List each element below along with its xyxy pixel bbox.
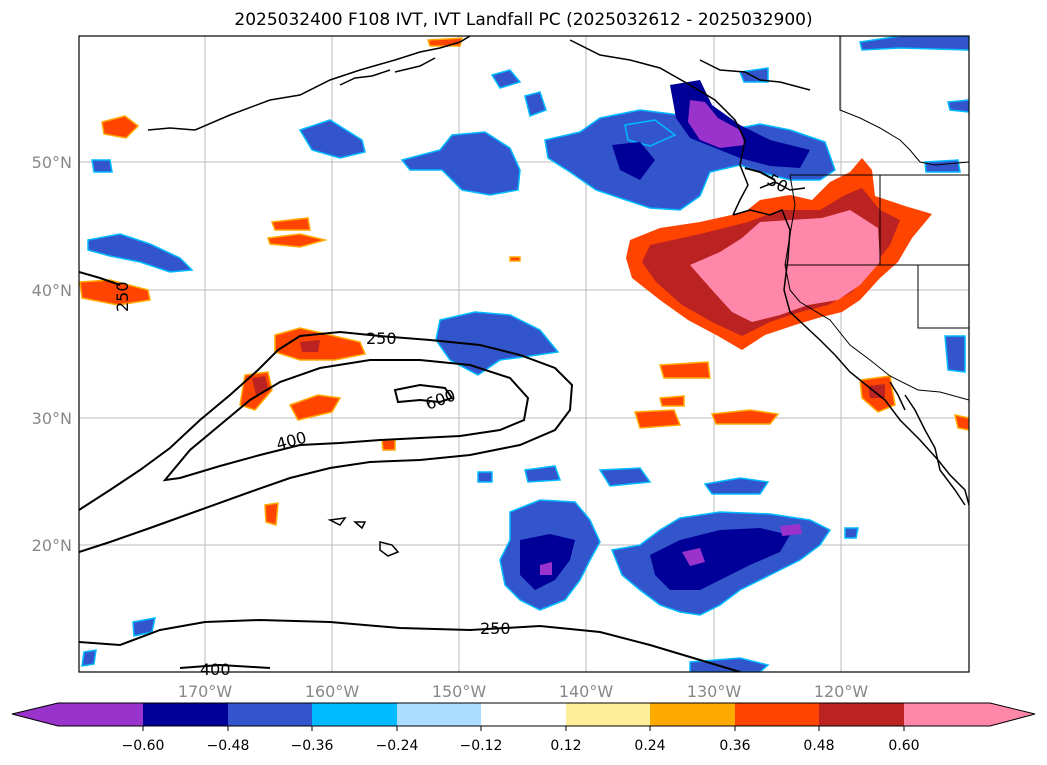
colorbar-segment [566,703,650,726]
colorbar-tick-label: 0.24 [634,738,665,754]
contour-label: 250 [480,619,511,638]
ivt-contours [79,167,776,672]
lon-label: 170°W [178,682,233,701]
colorbar-segment [397,703,481,726]
colorbar: −0.60 −0.48 −0.36 −0.24 −0.12 0.12 0.24 … [11,702,1036,754]
colorbar-outline [11,702,1036,727]
map-frame [78,35,970,673]
lat-label: 20°N [32,536,72,555]
coastlines [147,36,969,557]
lon-label: 140°W [559,682,614,701]
political-borders [784,36,969,401]
colorbar-tick-label: 0.48 [803,738,834,754]
longitude-labels: 170°W 160°W 150°W 140°W 130°W 120°W [178,682,869,701]
latitude-labels: 50°N 40°N 30°N 20°N [32,153,72,555]
negative-core-purple [540,100,802,575]
colorbar-tick-label: −0.48 [207,738,250,754]
lon-label: 130°W [687,682,742,701]
colorbar-segment [819,703,904,726]
contour-label: 400 [200,660,231,679]
colorbar-segment [312,703,397,726]
colorbar-segment [12,703,143,726]
colorbar-segment [735,703,819,726]
contour-label: 250 [366,329,397,348]
colorbar-tick-label: 0.12 [550,738,581,754]
colorbar-tick-label: −0.60 [122,738,165,754]
colorbar-tick-label: 0.60 [888,738,919,754]
lon-label: 160°W [305,682,360,701]
colorbar-segment [481,703,566,726]
colorbar-segment [143,703,228,726]
contour-label: 250 [113,281,132,312]
lat-label: 50°N [32,153,72,172]
lat-label: 40°N [32,281,72,300]
colorbar-tick-label: −0.36 [291,738,334,754]
positive-core-dark [252,340,885,398]
map-title: 2025032400 F108 IVT, IVT Landfall PC (20… [234,10,813,30]
lon-label: 150°W [432,682,487,701]
positive-regions-misc [79,37,969,526]
colorbar-tick-label: −0.12 [460,738,503,754]
colorbar-segment [904,703,1035,726]
colorbar-tick-label: 0.36 [719,738,750,754]
colorbar-segment [650,703,735,726]
lon-label: 120°W [814,682,869,701]
lat-label: 30°N [32,409,72,428]
colorbar-segment [228,703,312,726]
colorbar-tick-label: −0.24 [376,738,419,754]
